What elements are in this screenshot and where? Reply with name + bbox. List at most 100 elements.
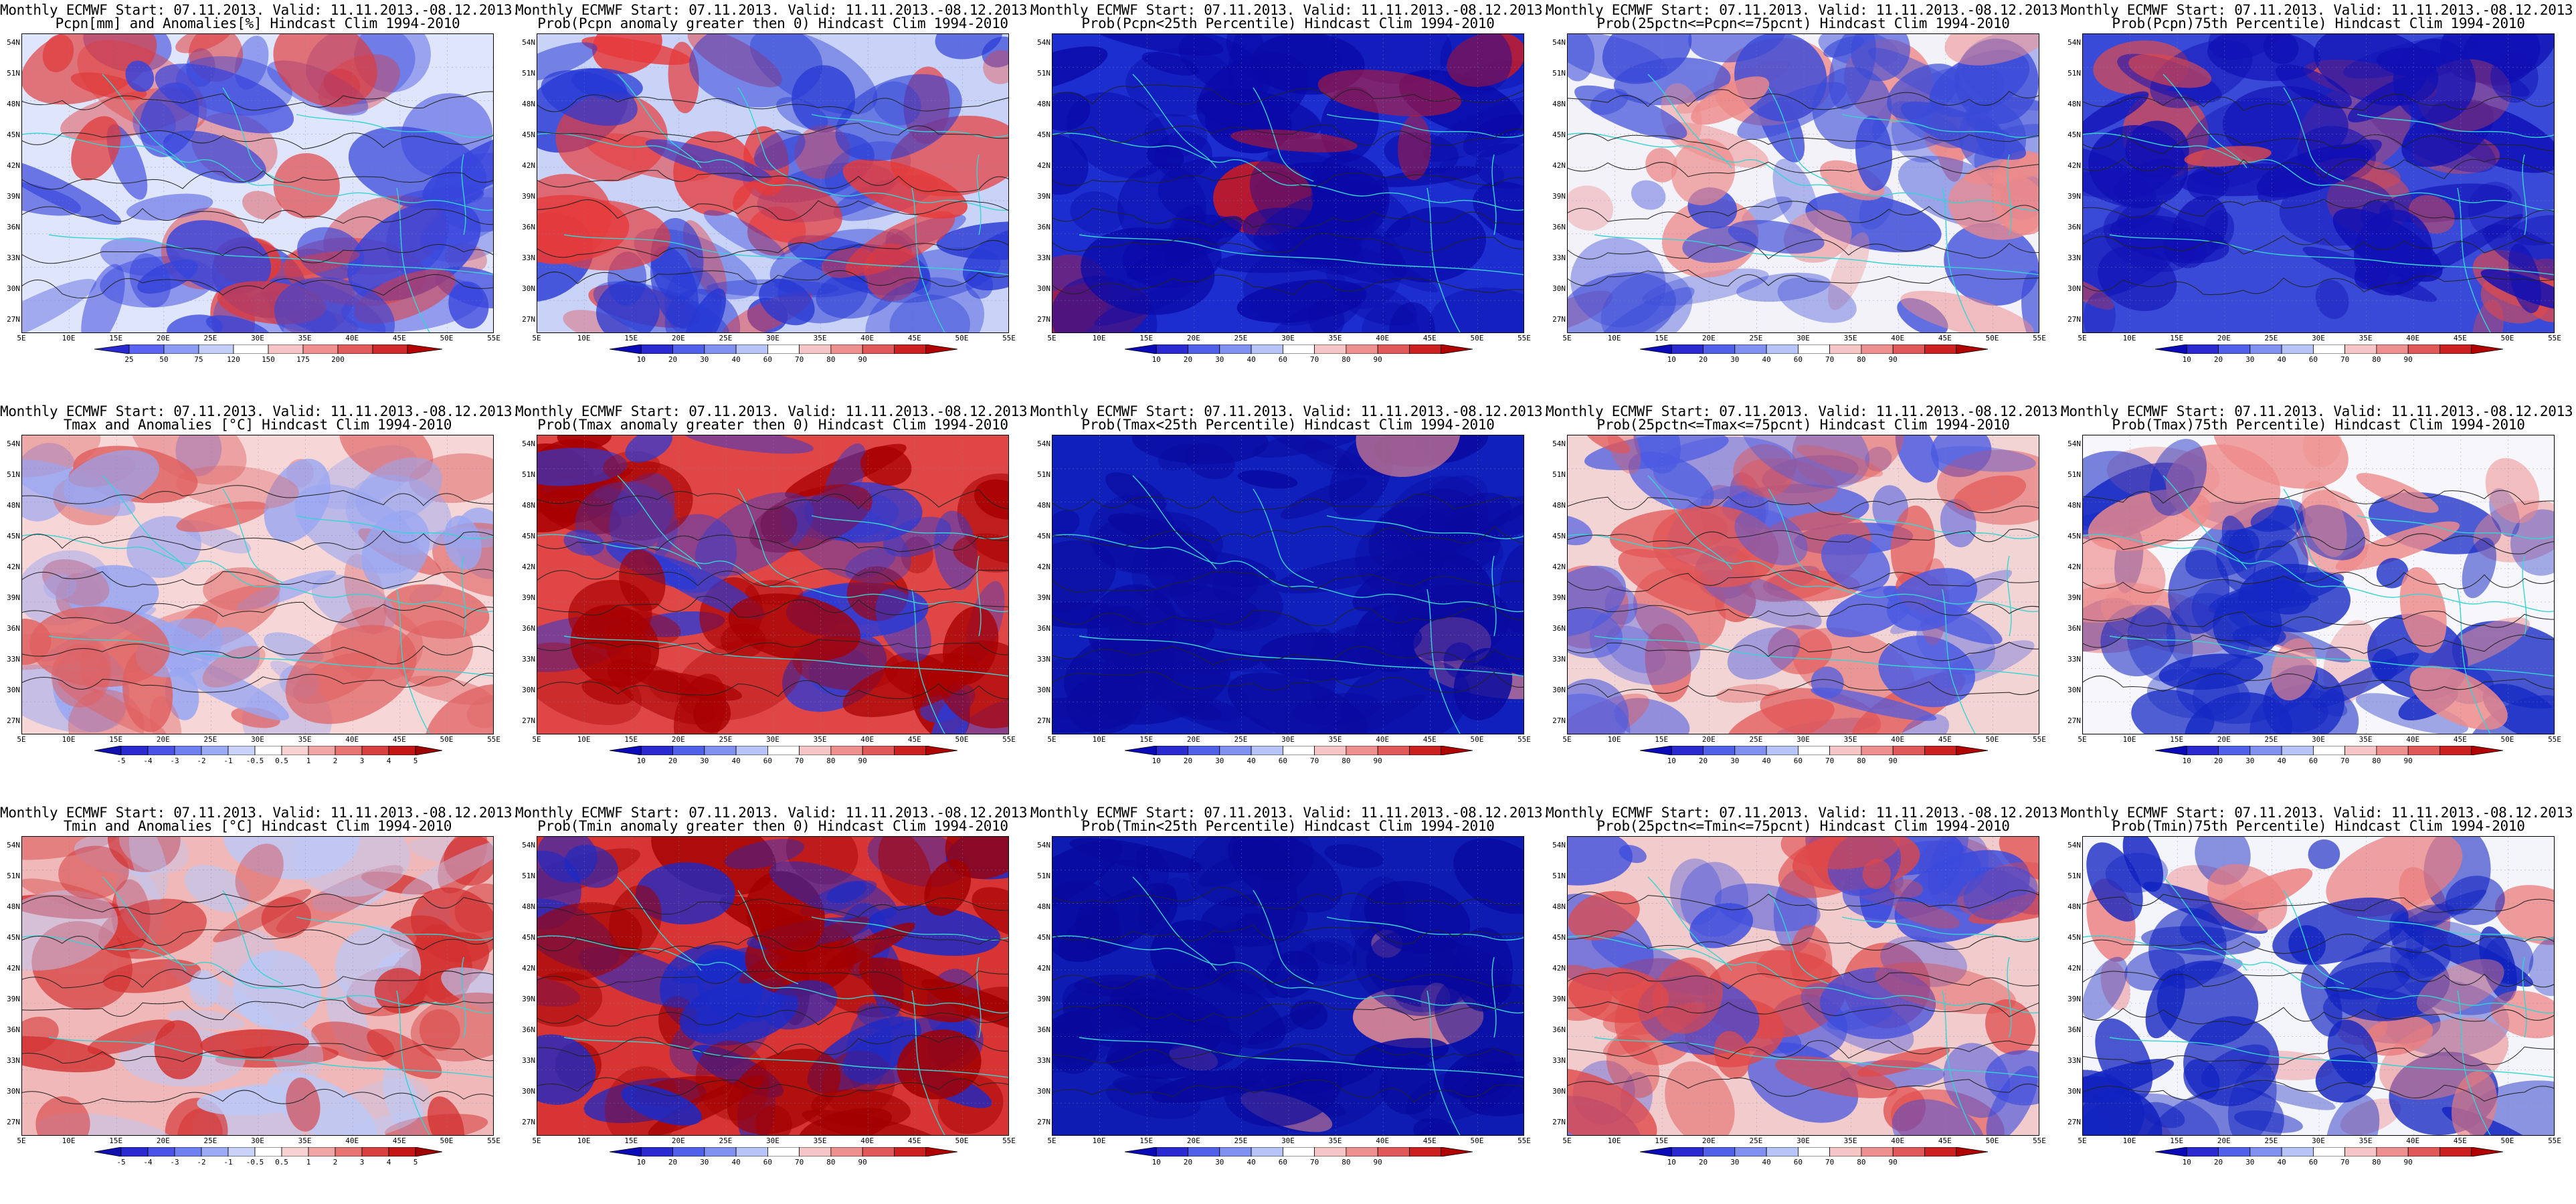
anomaly-region	[2399, 567, 2447, 654]
anomaly-region	[2445, 876, 2505, 925]
colorbar-swatch	[120, 745, 149, 756]
coastline	[22, 534, 493, 613]
latitude-label: 33N	[2067, 254, 2081, 262]
anomaly-region	[2400, 921, 2533, 987]
colorbar-swatch	[1766, 344, 1799, 355]
longitude-label: 45E	[1422, 1136, 1437, 1145]
anomaly-region	[1691, 76, 1770, 125]
colorbar-label: 20	[1698, 757, 1708, 765]
anomaly-region	[634, 670, 743, 701]
colorbar-swatch	[862, 1146, 895, 1157]
colorbar-swatch	[361, 1146, 389, 1157]
longitude-label: 5E	[2078, 334, 2087, 342]
colorbar-label: 90	[2403, 1158, 2413, 1167]
contour-line	[537, 1007, 1008, 1027]
anomaly-region	[835, 74, 962, 161]
latitude-label: 27N	[1552, 315, 1566, 324]
colorbar-swatch	[1377, 1146, 1410, 1157]
contour-line	[2083, 199, 2554, 219]
anomaly-region	[189, 969, 219, 1008]
anomaly-region	[2221, 515, 2256, 581]
latitude-label: 48N	[522, 100, 535, 108]
longitude-label: 55E	[1002, 334, 1016, 342]
latitude-label: 39N	[7, 995, 20, 1003]
anomaly-region	[2326, 1094, 2380, 1135]
colorbar	[1124, 344, 1473, 355]
longitude-label: 50E	[1985, 735, 1999, 744]
coastline	[2163, 475, 2247, 570]
colorbar-swatch	[1797, 745, 1831, 756]
map-field	[1568, 435, 2039, 734]
anomaly-region	[1894, 901, 1960, 929]
colorbar-swatch	[1124, 344, 1157, 355]
anomaly-region	[669, 999, 771, 1076]
anomaly-region	[1929, 49, 2030, 118]
longitude-label: 55E	[2033, 1136, 2046, 1145]
panel-title: Prob(25pctn<=Tmin<=75pcnt) Hindcast Clim…	[1596, 818, 2010, 834]
colorbar-swatch	[1734, 344, 1767, 355]
coastline	[1568, 935, 2039, 1014]
colorbar-label: 20	[668, 1158, 678, 1167]
contour-line	[2083, 486, 2554, 505]
longitude-label: 15E	[1655, 735, 1669, 744]
colorbar-swatch	[174, 745, 202, 756]
coastline	[396, 589, 430, 734]
colorbar-swatch	[2218, 745, 2251, 756]
anomaly-region	[1280, 478, 1368, 519]
anomaly-region	[965, 269, 994, 299]
anomaly-region	[202, 645, 266, 688]
latitude-label: 45N	[1552, 933, 1566, 942]
contour-line	[2083, 894, 2554, 913]
colorbar-label: -3	[170, 757, 179, 765]
anomaly-region	[1352, 922, 1464, 1017]
anomaly-region	[410, 992, 493, 1062]
longitude-label: 35E	[298, 735, 312, 744]
anomaly-region	[2495, 885, 2554, 945]
anomaly-region	[689, 34, 823, 108]
longitude-label: 25E	[203, 735, 217, 744]
anomaly-region	[2083, 957, 2128, 1021]
longitude-label: 5E	[1047, 334, 1056, 342]
colorbar-swatch	[609, 344, 642, 355]
anomaly-region	[541, 70, 638, 126]
map-frame	[1052, 836, 1524, 1136]
anomaly-region	[776, 97, 828, 130]
anomaly-region	[1775, 1056, 1898, 1098]
colorbar-label: -4	[143, 757, 153, 765]
anomaly-region	[2168, 550, 2230, 634]
latitude-label: 30N	[7, 1087, 20, 1096]
anomaly-region	[2451, 1071, 2498, 1135]
latitude-label: 33N	[1552, 655, 1566, 664]
latitude-label: 30N	[1552, 686, 1566, 694]
anomaly-region	[1797, 445, 1883, 478]
anomaly-region	[1439, 495, 1524, 538]
latitude-label: 45N	[7, 130, 20, 139]
anomaly-region	[444, 837, 493, 886]
colorbar-swatch	[799, 1146, 832, 1157]
anomaly-region	[1855, 115, 1892, 191]
anomaly-region	[444, 515, 482, 570]
colorbar-label: 20	[2213, 757, 2223, 765]
map-panel-r2-c5: Monthly ECMWF Start: 07.11.2013. Valid: …	[2061, 401, 2576, 803]
latitude-label: 30N	[2067, 284, 2081, 293]
anomaly-region	[1309, 941, 1350, 965]
anomaly-region	[724, 839, 805, 870]
colorbar-swatch	[1734, 1146, 1767, 1157]
colorbar-swatch	[2154, 745, 2187, 756]
panel-header-line: Monthly ECMWF Start: 07.11.2013. Valid: …	[1546, 805, 2066, 821]
latitude-label: 30N	[1552, 284, 1566, 293]
panel-title: Prob(25pctn<=Tmax<=75pcnt) Hindcast Clim…	[1596, 417, 2010, 433]
colorbar-swatch	[174, 1146, 202, 1157]
anomaly-region	[1453, 838, 1524, 914]
anomaly-region	[264, 458, 331, 543]
longitude-label: 30E	[2312, 1136, 2325, 1145]
colorbar-label: 3	[359, 1158, 365, 1167]
anomaly-region	[1107, 1021, 1243, 1079]
colorbar-swatch	[2312, 344, 2346, 355]
anomaly-region	[1398, 114, 1431, 181]
latitude-label: 27N	[7, 716, 20, 725]
colorbar-label: 2	[333, 757, 338, 765]
colorbar-label: 40	[731, 1158, 741, 1167]
latitude-label: 27N	[2067, 315, 2081, 324]
